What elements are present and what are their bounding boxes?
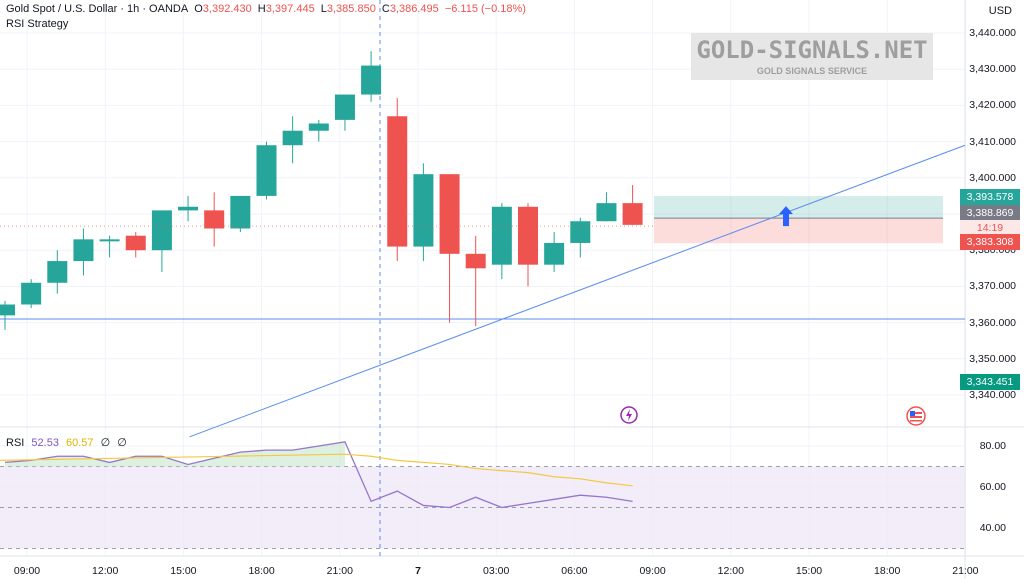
candle-body [413,174,434,247]
time-axis-label: 18:00 [874,565,901,577]
time-axis-label: 15:00 [795,565,823,577]
time-axis-label: 21:00 [326,565,353,577]
rsi-overbought-fill [5,441,345,467]
price-axis-label: 3,400.000 [969,171,1016,184]
symbol-header[interactable]: Gold Spot / U.S. Dollar · 1h · OANDA O3,… [6,3,526,15]
price-axis-label: 3,420.000 [969,99,1016,112]
candle-body [308,123,329,131]
price-axis-label: 3,370.000 [969,280,1016,293]
symbol-name: Gold Spot / U.S. Dollar · 1h · OANDA [6,3,189,15]
candle-body [361,65,382,95]
candle-body [73,239,94,262]
open-value: 3,392.430 [202,3,252,15]
strategy-label[interactable]: RSI Strategy [6,18,69,30]
candle-body [334,94,355,120]
candle-body [596,203,617,222]
rsi-axis-label: 80.00 [979,440,1006,452]
stop-loss-tag: 3,383.308 [960,234,1020,250]
rsi-axis-label: 60.00 [979,481,1006,493]
price-axis-label: 3,340.000 [969,389,1016,401]
candle-body [518,206,538,265]
candle-body [230,195,251,229]
rsi-line [4,441,633,509]
price-axis-label: 3,440.000 [969,27,1016,39]
price-axis-label: 3,430.000 [969,63,1016,76]
currency-label[interactable]: USD [988,5,1012,17]
time-axis-label: 18:00 [248,565,275,577]
close-value: 3,386.495 [389,3,439,15]
candle-body [387,116,408,247]
candle-body [99,239,120,242]
candle-body [282,130,303,146]
candle-body [570,221,591,243]
candle-body [125,235,146,251]
time-axis-label: 21:00 [952,565,979,577]
time-axis-label: 12:00 [92,565,119,577]
rsi-axis-label: 40.00 [979,522,1006,534]
watermark-subtitle: GOLD SIGNALS SERVICE [756,66,868,76]
time-axis-label: 03:00 [483,565,510,577]
watermark-title: GOLD-SIGNALS.NET [696,36,928,64]
candle-body [465,253,486,269]
price-axis-label: 3,350.000 [969,352,1016,365]
rsi-empty-2: ∅ [117,437,127,449]
rsi-empty-1: ∅ [100,437,111,449]
rsi-header[interactable]: RSI 52.53 60.57 ∅ ∅ [6,436,131,449]
candle-body [544,242,565,265]
candle-body [47,261,68,283]
low-value: 3,385.850 [326,3,376,15]
current-price-tag: 3,388.869 [960,205,1020,221]
rsi-value: 52.53 [31,437,59,449]
take-profit-tag: 3,393.578 [960,189,1020,205]
price-axis-label: 3,360.000 [969,316,1016,329]
watermark-banner: GOLD-SIGNALS.NET GOLD SIGNALS SERVICE [691,33,933,80]
time-axis-label: 7 [415,565,421,577]
price-axis-label: 3,410.000 [969,135,1016,148]
us-flag-event-icon[interactable] [906,406,926,426]
change-value: −6.115 (−0.18%) [444,3,526,15]
buy-arrow-icon [779,206,793,227]
candle-body [21,282,42,305]
position-profit-zone [654,196,943,219]
countdown-tag: 14:19 [960,220,1020,236]
time-axis-label: 09:00 [13,565,41,577]
time-axis-label: 12:00 [717,565,744,577]
time-axis-label: 06:00 [561,565,588,577]
candle-body [178,206,199,211]
position-loss-zone [654,218,943,244]
time-axis-label: 15:00 [170,565,197,577]
candle-body [204,210,225,229]
lightning-event-icon[interactable] [620,406,638,424]
rsi-ma-value: 60.57 [66,437,94,449]
candle-body [622,203,643,225]
high-value: 3,397.445 [265,3,315,15]
candle-body [439,174,460,254]
candle-body [0,304,15,316]
rsi-label: RSI [6,437,25,449]
candle-body [256,145,277,196]
rsi-ma-line [0,453,633,487]
candle-body [151,210,172,251]
candle-body [491,206,512,265]
trendline [189,144,966,438]
support-price-tag: 3,343.451 [960,374,1020,390]
time-axis-label: 09:00 [639,565,666,577]
